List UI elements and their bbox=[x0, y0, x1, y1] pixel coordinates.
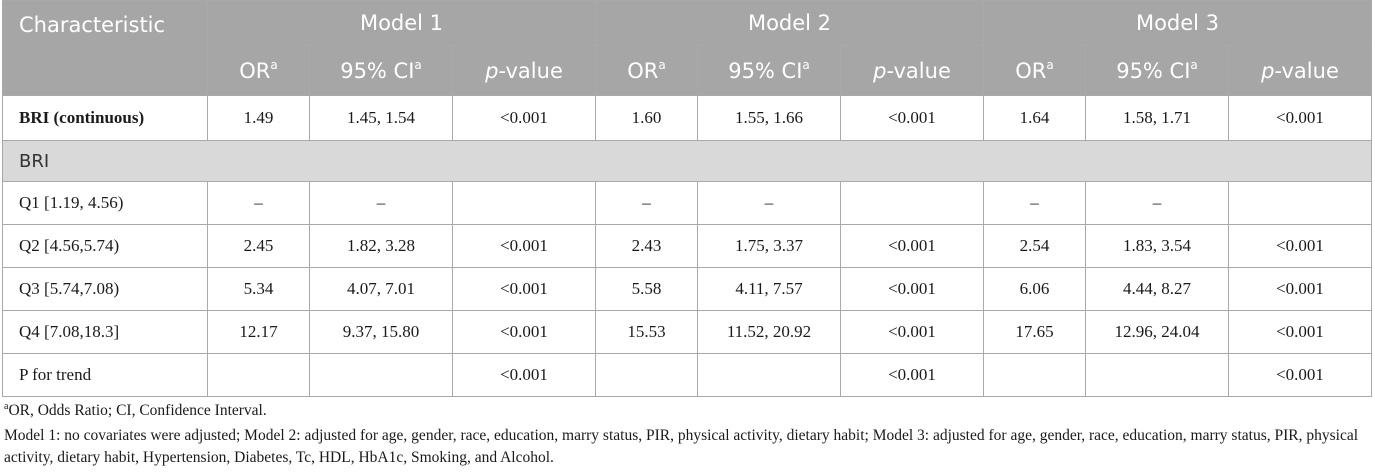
p-value-header: p-value bbox=[1228, 45, 1372, 96]
or-cell bbox=[983, 353, 1086, 397]
or-cell: 5.58 bbox=[595, 267, 698, 311]
results-table-container: Characteristic Model 1 Model 2 Model 3 O… bbox=[2, 0, 1372, 397]
row-label: P for trend bbox=[2, 353, 208, 397]
ci-header: 95% CIa bbox=[697, 45, 841, 96]
p-value-header: p-value bbox=[452, 45, 596, 96]
p-value-cell: <0.001 bbox=[1228, 224, 1372, 268]
p-value-cell: <0.001 bbox=[840, 95, 984, 141]
p-value-cell: <0.001 bbox=[840, 267, 984, 311]
table-row: Q1 [1.19, 4.56) – – – – – – bbox=[2, 181, 1372, 225]
ci-cell: 4.11, 7.57 bbox=[697, 267, 841, 311]
table-row: Q3 [5.74,7.08) 5.34 4.07, 7.01 <0.001 5.58 4.… bbox=[2, 267, 1372, 311]
table-row: Q2 [4.56,5.74) 2.45 1.82, 3.28 <0.001 2.43 1.… bbox=[2, 224, 1372, 268]
ci-cell: 9.37, 15.80 bbox=[309, 310, 453, 354]
p-value-cell: <0.001 bbox=[840, 224, 984, 268]
ci-cell bbox=[309, 353, 453, 397]
section-row-bri: BRI bbox=[2, 140, 1372, 182]
row-label: BRI (continuous) bbox=[2, 95, 208, 141]
ci-cell bbox=[1085, 353, 1229, 397]
section-label: BRI bbox=[2, 140, 1372, 182]
ci-header: 95% CIa bbox=[309, 45, 453, 96]
or-cell: 1.60 bbox=[595, 95, 698, 141]
or-header: ORa bbox=[595, 45, 698, 96]
or-cell: – bbox=[595, 181, 698, 225]
ci-cell: 1.45, 1.54 bbox=[309, 95, 453, 141]
p-value-cell bbox=[840, 181, 984, 225]
ci-cell: 1.83, 3.54 bbox=[1085, 224, 1229, 268]
p-value-cell bbox=[1228, 181, 1372, 225]
row-label: Q2 [4.56,5.74) bbox=[2, 224, 208, 268]
p-value-cell: <0.001 bbox=[840, 310, 984, 354]
row-label: Q3 [5.74,7.08) bbox=[2, 267, 208, 311]
model-3-header: Model 3 bbox=[983, 0, 1372, 46]
or-cell: 2.54 bbox=[983, 224, 1086, 268]
p-value-cell bbox=[452, 181, 596, 225]
footnote-models: Model 1: no covariates were adjusted; Mo… bbox=[4, 427, 1359, 466]
footnote-marker: a bbox=[4, 401, 9, 412]
ci-cell: 1.55, 1.66 bbox=[697, 95, 841, 141]
ci-cell: 4.44, 8.27 bbox=[1085, 267, 1229, 311]
or-cell: 2.43 bbox=[595, 224, 698, 268]
ci-cell bbox=[697, 353, 841, 397]
p-value-header: p-value bbox=[840, 45, 984, 96]
p-value-cell: <0.001 bbox=[1228, 310, 1372, 354]
table-row: P for trend <0.001 <0.001 <0.001 bbox=[2, 353, 1372, 397]
p-value-cell: <0.001 bbox=[1228, 267, 1372, 311]
or-cell: 1.64 bbox=[983, 95, 1086, 141]
ci-cell: 12.96, 24.04 bbox=[1085, 310, 1229, 354]
p-value-cell: <0.001 bbox=[452, 267, 596, 311]
or-cell: 6.06 bbox=[983, 267, 1086, 311]
header-row-stats: ORa 95% CIa p-value ORa 95% CIa p-value ORa 95%… bbox=[3, 45, 1372, 96]
or-cell: 15.53 bbox=[595, 310, 698, 354]
or-cell: 17.65 bbox=[983, 310, 1086, 354]
ci-cell: – bbox=[697, 181, 841, 225]
p-value-cell: <0.001 bbox=[1228, 95, 1372, 141]
table-row-bri-continuous: BRI (continuous) 1.49 1.45, 1.54 <0.001 1.6… bbox=[2, 95, 1372, 141]
p-value-cell: <0.001 bbox=[452, 95, 596, 141]
table-body: BRI (continuous) 1.49 1.45, 1.54 <0.001 1.6… bbox=[2, 95, 1372, 397]
footnote-abbreviations: aOR, Odds Ratio; CI, Confidence Interval… bbox=[4, 401, 267, 420]
p-value-cell: <0.001 bbox=[1228, 353, 1372, 397]
header-row-models: Characteristic Model 1 Model 2 Model 3 bbox=[2, 0, 1372, 96]
table-row: Q4 [7.08,18.3] 12.17 9.37, 15.80 <0.001 15.5… bbox=[2, 310, 1372, 354]
ci-cell: 1.82, 3.28 bbox=[309, 224, 453, 268]
odds-ratio-table: Characteristic Model 1 Model 2 Model 3 O… bbox=[2, 0, 1372, 397]
ci-cell: – bbox=[1085, 181, 1229, 225]
p-value-cell: <0.001 bbox=[452, 310, 596, 354]
or-cell: 12.17 bbox=[207, 310, 310, 354]
or-header: ORa bbox=[207, 45, 310, 96]
ci-cell: 1.75, 3.37 bbox=[697, 224, 841, 268]
p-value-cell: <0.001 bbox=[452, 224, 596, 268]
characteristic-header: Characteristic bbox=[2, 0, 208, 96]
or-cell: – bbox=[983, 181, 1086, 225]
p-value-cell: <0.001 bbox=[840, 353, 984, 397]
ci-cell: 4.07, 7.01 bbox=[309, 267, 453, 311]
or-cell: 1.49 bbox=[207, 95, 310, 141]
ci-header: 95% CIa bbox=[1085, 45, 1229, 96]
or-cell bbox=[595, 353, 698, 397]
ci-cell: 1.58, 1.71 bbox=[1085, 95, 1229, 141]
or-cell: – bbox=[207, 181, 310, 225]
or-cell: 2.45 bbox=[207, 224, 310, 268]
model-1-header: Model 1 bbox=[207, 0, 596, 46]
ci-cell: 11.52, 20.92 bbox=[697, 310, 841, 354]
or-cell bbox=[207, 353, 310, 397]
row-label: Q1 [1.19, 4.56) bbox=[2, 181, 208, 225]
model-2-header: Model 2 bbox=[595, 0, 984, 46]
or-cell: 5.34 bbox=[207, 267, 310, 311]
row-label: Q4 [7.08,18.3] bbox=[2, 310, 208, 354]
table-footnotes: aOR, Odds Ratio; CI, Confidence Interval… bbox=[4, 400, 1372, 469]
ci-cell: – bbox=[309, 181, 453, 225]
p-value-cell: <0.001 bbox=[452, 353, 596, 397]
or-header: ORa bbox=[983, 45, 1086, 96]
